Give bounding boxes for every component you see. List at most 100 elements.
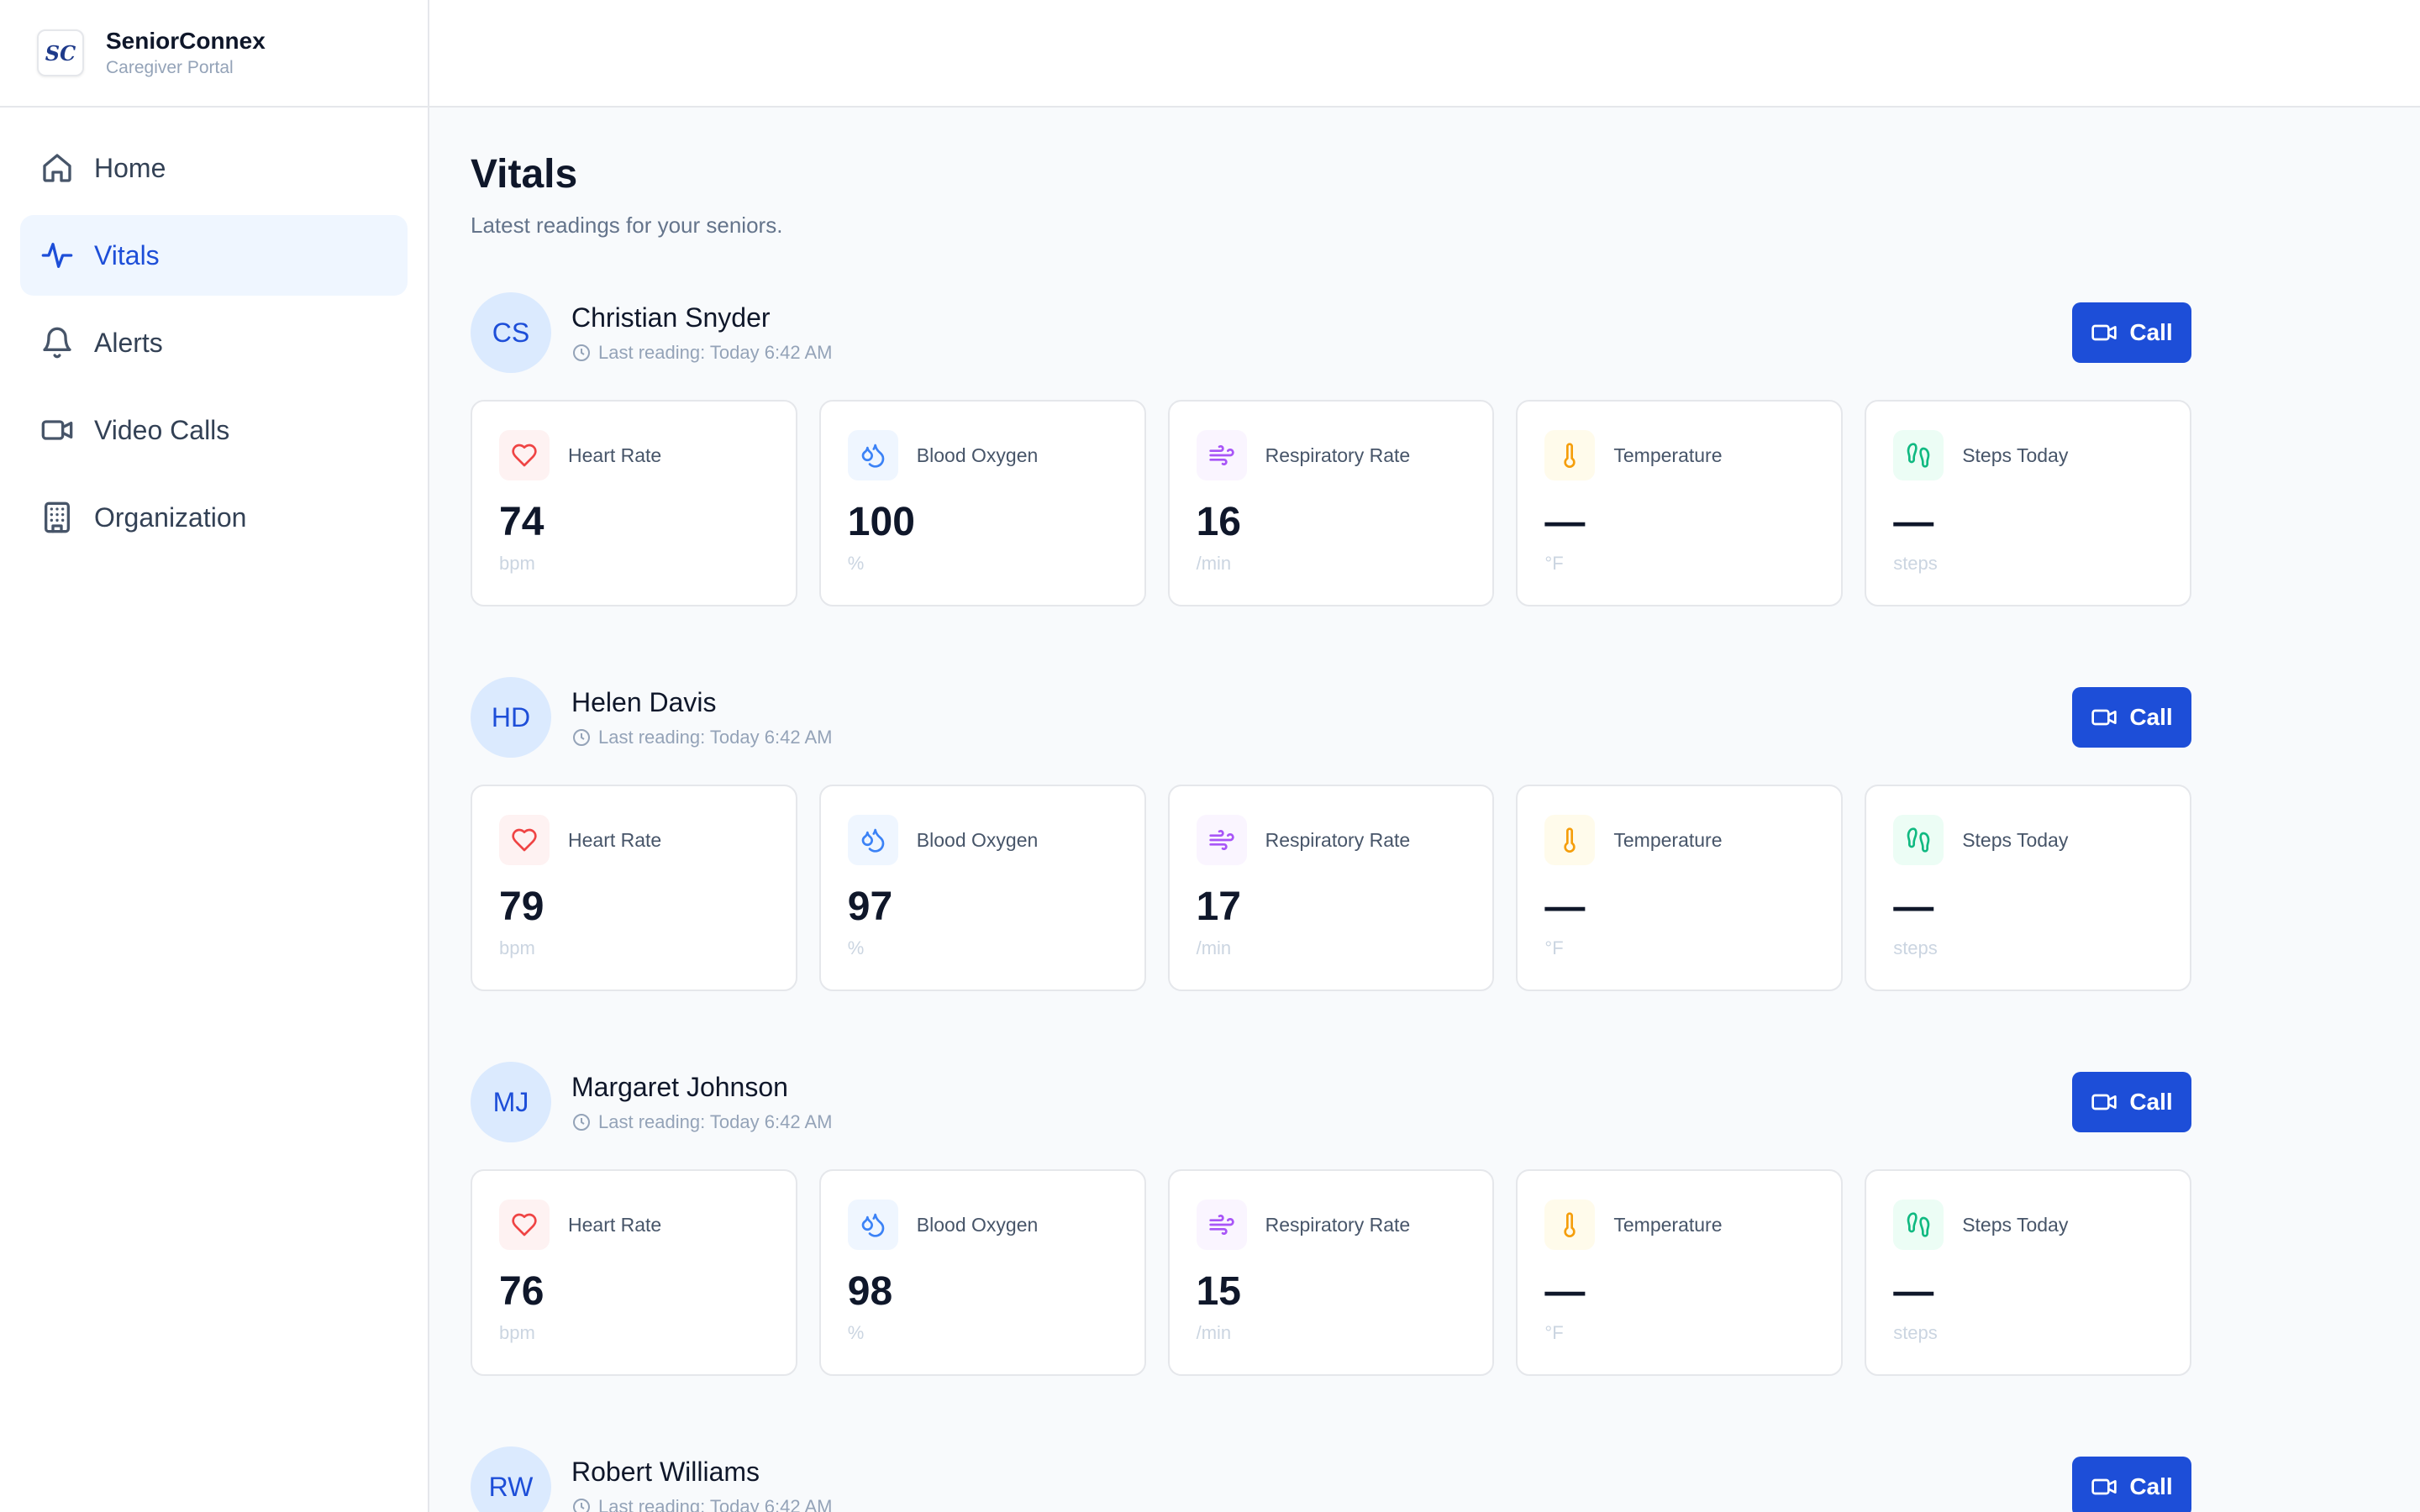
clock-icon	[573, 1498, 590, 1512]
vital-label: Steps Today	[1962, 1213, 2069, 1236]
building-icon	[45, 501, 70, 533]
droplets-icon	[861, 828, 885, 853]
heart-icon	[512, 1213, 537, 1236]
home-icon	[43, 154, 71, 182]
senior-header: HD Helen Davis Last reading: Today 6:42 …	[471, 677, 2191, 758]
vital-unit: °F	[1544, 553, 1564, 574]
vital-label: Respiratory Rate	[1265, 444, 1411, 466]
call-button[interactable]: Call	[2072, 302, 2191, 363]
call-button[interactable]: Call	[2072, 1457, 2191, 1512]
video-icon	[41, 420, 73, 440]
vital-value: 79	[499, 885, 544, 929]
vital-unit: °F	[1544, 1322, 1564, 1343]
vitals-row: Heart Rate 76 bpm Blood Oxygen 98 % Resp…	[471, 1169, 2191, 1376]
sidebar-item-alerts[interactable]: Alerts	[20, 302, 408, 383]
vital-unit: bpm	[499, 553, 535, 574]
avatar: HD	[471, 677, 551, 758]
brand-name: SeniorConnex	[106, 27, 266, 54]
vital-card-steps-today[interactable]: Steps Today — steps	[1865, 1169, 2191, 1376]
sidebar-item-video-calls[interactable]: Video Calls	[20, 390, 408, 470]
vital-label: Heart Rate	[568, 1213, 662, 1236]
vital-value: 17	[1196, 885, 1241, 929]
brand-logo: SC	[37, 29, 84, 76]
vital-label: Heart Rate	[568, 444, 662, 466]
vital-card-respiratory-rate[interactable]: Respiratory Rate 17 /min	[1167, 785, 1495, 991]
video-icon	[2091, 709, 2117, 726]
vital-card-steps-today[interactable]: Steps Today — steps	[1865, 785, 2191, 991]
wind-icon	[1208, 830, 1234, 850]
brand: SC SeniorConnex Caregiver Portal	[0, 0, 428, 108]
senior-name: Margaret Johnson	[571, 1071, 788, 1102]
vital-value: 15	[1196, 1269, 1241, 1314]
vital-value: 98	[847, 1269, 893, 1314]
vital-unit: /min	[1196, 553, 1232, 574]
footprints-icon	[1907, 443, 1930, 468]
senior-name: Christian Snyder	[571, 302, 771, 333]
vital-unit: /min	[1196, 937, 1232, 958]
video-icon	[2091, 1094, 2117, 1110]
vital-label: Heart Rate	[568, 828, 662, 851]
top-bar	[429, 0, 2420, 108]
avatar: MJ	[471, 1062, 551, 1142]
brand-logo-text: SC	[45, 40, 76, 66]
sidebar-item-home[interactable]: Home	[20, 128, 408, 208]
vital-card-temperature[interactable]: Temperature — °F	[1516, 1169, 1844, 1376]
vital-unit: /min	[1196, 1322, 1232, 1343]
call-label: Call	[2129, 704, 2173, 730]
vital-value: —	[1544, 500, 1586, 544]
vital-label: Steps Today	[1962, 828, 2069, 851]
call-button[interactable]: Call	[2072, 687, 2191, 748]
vital-card-blood-oxygen[interactable]: Blood Oxygen 97 %	[818, 785, 1146, 991]
content: Vitals Latest readings for your seniors.…	[429, 108, 2420, 1512]
vital-card-temperature[interactable]: Temperature — °F	[1516, 785, 1844, 991]
vital-label: Blood Oxygen	[916, 444, 1039, 466]
droplets-icon	[861, 1213, 885, 1237]
last-reading-text: Last reading: Today 6:42 AM	[598, 726, 833, 748]
avatar: RW	[471, 1446, 551, 1512]
vital-card-heart-rate[interactable]: Heart Rate 79 bpm	[471, 785, 797, 991]
vital-card-respiratory-rate[interactable]: Respiratory Rate 15 /min	[1167, 1169, 1495, 1376]
vital-label: Blood Oxygen	[916, 1213, 1039, 1236]
sidebar-item-label: Vitals	[94, 239, 160, 270]
vital-card-steps-today[interactable]: Steps Today — steps	[1865, 400, 2191, 606]
call-button[interactable]: Call	[2072, 1072, 2191, 1132]
vital-card-respiratory-rate[interactable]: Respiratory Rate 16 /min	[1167, 400, 1495, 606]
main-area: Vitals Latest readings for your seniors.…	[429, 0, 2420, 1512]
vital-unit: %	[847, 553, 865, 574]
vital-value: 74	[499, 500, 544, 544]
vital-card-temperature[interactable]: Temperature — °F	[1516, 400, 1844, 606]
senior-header: RW Robert Williams Last reading: Today 6…	[471, 1446, 2191, 1512]
vital-unit: %	[847, 937, 865, 958]
last-reading-text: Last reading: Today 6:42 AM	[598, 1495, 833, 1512]
sidebar-nav: Home Vitals Alerts Video Calls Organizat…	[0, 108, 428, 585]
sidebar-item-vitals[interactable]: Vitals	[20, 215, 408, 296]
bell-icon	[43, 327, 71, 359]
vital-value: —	[1893, 1269, 1934, 1314]
vital-value: 76	[499, 1269, 544, 1314]
call-label: Call	[2129, 1473, 2173, 1499]
wind-icon	[1208, 445, 1234, 465]
vital-card-heart-rate[interactable]: Heart Rate 76 bpm	[471, 1169, 797, 1376]
last-reading-text: Last reading: Today 6:42 AM	[598, 1110, 833, 1132]
vital-unit: °F	[1544, 937, 1564, 958]
vital-card-blood-oxygen[interactable]: Blood Oxygen 98 %	[818, 1169, 1146, 1376]
footprints-icon	[1907, 827, 1930, 853]
senior-header: MJ Margaret Johnson Last reading: Today …	[471, 1062, 2191, 1142]
sidebar-item-label: Home	[94, 152, 166, 183]
vital-value: 97	[847, 885, 893, 929]
thermometer-icon	[1564, 827, 1576, 853]
vital-value: —	[1544, 885, 1586, 929]
clock-icon	[573, 1113, 590, 1131]
vital-card-heart-rate[interactable]: Heart Rate 74 bpm	[471, 400, 797, 606]
vitals-row: Heart Rate 79 bpm Blood Oxygen 97 % Resp…	[471, 785, 2191, 991]
call-label: Call	[2129, 1089, 2173, 1115]
vital-unit: steps	[1893, 1322, 1938, 1343]
vital-card-blood-oxygen[interactable]: Blood Oxygen 100 %	[818, 400, 1146, 606]
droplets-icon	[861, 444, 885, 468]
vital-label: Respiratory Rate	[1265, 828, 1411, 851]
senior-name: Helen Davis	[571, 686, 717, 717]
sidebar-item-organization[interactable]: Organization	[20, 477, 408, 558]
senior-card: RW Robert Williams Last reading: Today 6…	[471, 1446, 2191, 1512]
heart-icon	[512, 444, 537, 467]
